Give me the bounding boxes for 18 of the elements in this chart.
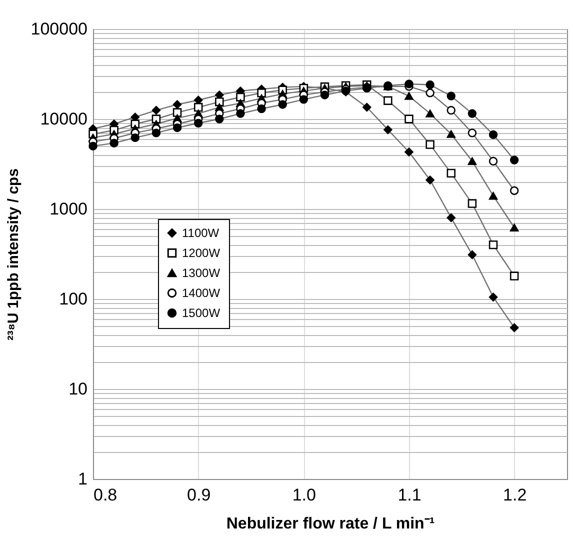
y-tick-label: 1000 [50,200,88,218]
x-tick-label: 0.9 [187,486,211,504]
legend-label: 1100W [182,226,220,240]
y-tick-label: 100000 [30,20,88,38]
legend-label: 1300W [182,266,221,280]
x-axis-title: Nebulizer flow rate / L min⁻¹ [226,516,435,532]
x-tick-label: 1.0 [292,486,316,504]
y-tick-label: 100 [59,290,88,308]
x-tick-label: 1.2 [503,486,527,504]
y-tick-label: 10 [68,380,88,398]
y-tick-label: 1 [78,470,88,488]
y-axis-title: ²³⁸U 1ppb intensity / cps [4,168,22,341]
x-tick-label: 0.8 [94,486,118,504]
x-tick-label: 1.1 [398,486,422,504]
legend-label: 1500W [182,306,221,320]
y-tick-label: 10000 [40,110,88,128]
legend-label: 1200W [182,246,221,260]
legend-label: 1400W [182,286,221,300]
